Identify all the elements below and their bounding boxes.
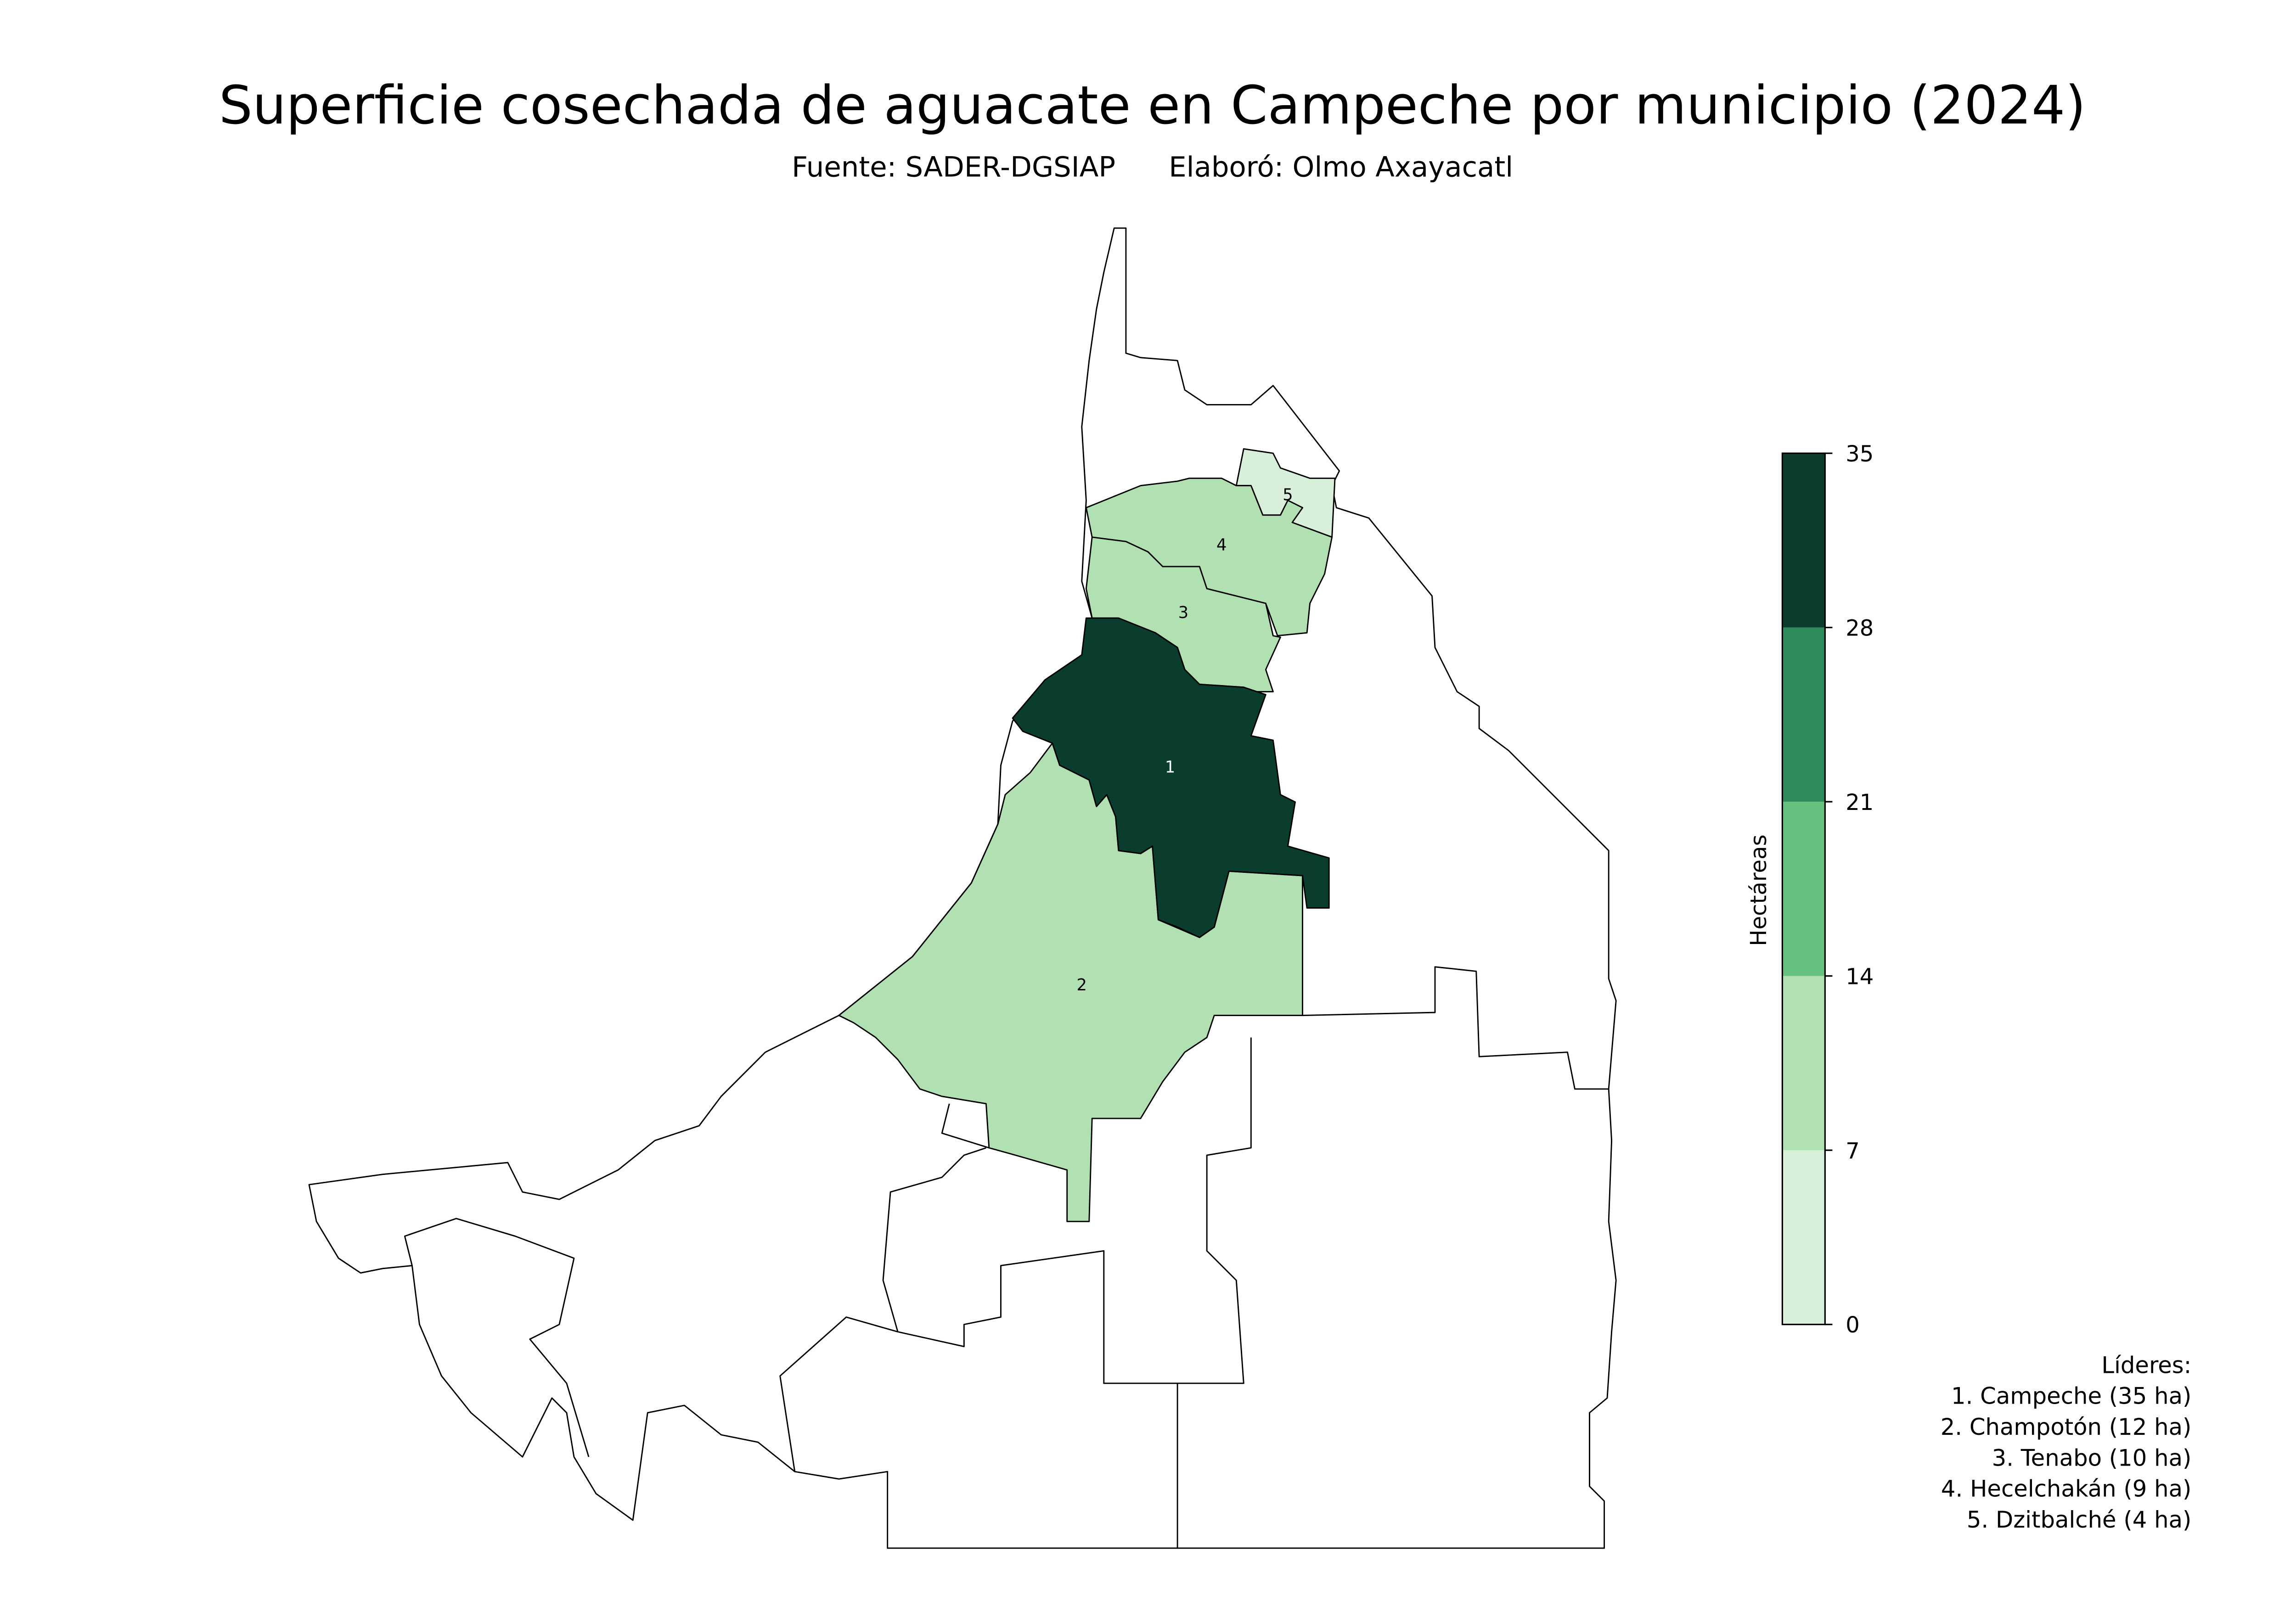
municipal-boundaries [404,966,1609,1548]
region-label-3: 3 [1178,603,1188,622]
leaders-legend: Líderes: 1. Campeche (35 ha) 2. Champotó… [1941,1352,2192,1533]
state-outline [308,227,1617,1549]
chart-subtitle: Fuente: SADER-DGSIAP Elaboró: Olmo Axaya… [792,151,1513,184]
colorbar-frame [1781,452,1826,1326]
colorbar-label: Hectáreas [1746,835,1772,946]
colorbar-bin [1782,1150,1825,1325]
region-label-1: 1 [1165,758,1175,777]
map-layer: 1 2 3 4 5 [308,227,1617,1549]
region-label-4: 4 [1216,536,1227,555]
colorbar-tick-label: 14 [1846,964,1874,989]
leader-item: 1. Campeche (35 ha) [1951,1383,2191,1410]
colorbar-bin [1782,976,1825,1151]
colorbar-tick-label: 0 [1846,1312,1860,1338]
region-label-2: 2 [1077,976,1087,995]
colorbar-tick-label: 21 [1846,790,1874,815]
colorbar-bin [1782,453,1825,628]
region-campeche[interactable] [1012,617,1330,938]
leaders-heading: Líderes: [2101,1352,2191,1378]
colorbar-bin [1782,627,1825,802]
leader-item: 4. Hecelchakán (9 ha) [1941,1476,2192,1502]
leader-item: 5. Dzitbalché (4 ha) [1967,1506,2192,1533]
leader-item: 3. Tenabo (10 ha) [1992,1444,2192,1471]
colorbar: 0 7 14 21 28 35 [1781,441,1874,1338]
colorbar-tick-label: 7 [1846,1138,1860,1164]
colorbar-tick-label: 28 [1846,615,1874,641]
chart-title: Superficie cosechada de aguacate en Camp… [219,75,2086,136]
region-label-5: 5 [1283,486,1293,505]
colorbar-bin [1782,802,1825,976]
leader-item: 2. Champotón (12 ha) [1941,1414,2192,1440]
colorbar-tick-label: 35 [1846,441,1874,467]
